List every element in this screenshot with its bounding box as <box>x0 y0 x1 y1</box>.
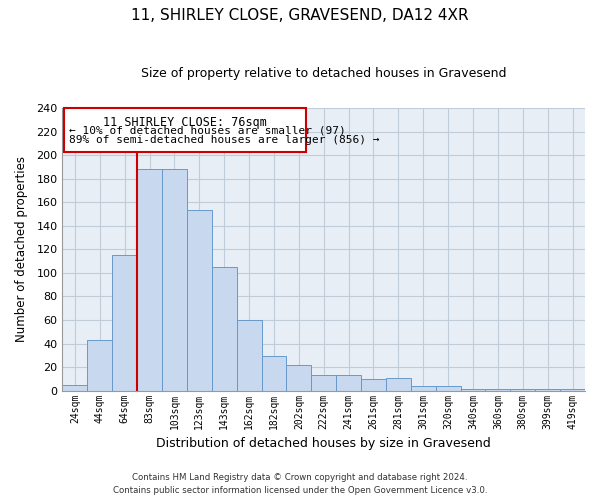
Title: Size of property relative to detached houses in Gravesend: Size of property relative to detached ho… <box>141 68 506 80</box>
Text: 11 SHIRLEY CLOSE: 76sqm: 11 SHIRLEY CLOSE: 76sqm <box>103 116 267 130</box>
Bar <box>262 356 286 390</box>
Text: 11, SHIRLEY CLOSE, GRAVESEND, DA12 4XR: 11, SHIRLEY CLOSE, GRAVESEND, DA12 4XR <box>131 8 469 22</box>
Bar <box>311 376 336 390</box>
Bar <box>137 170 162 390</box>
Bar <box>88 340 112 390</box>
Bar <box>361 379 386 390</box>
Bar <box>112 255 137 390</box>
Bar <box>436 386 461 390</box>
Bar <box>411 386 436 390</box>
Bar <box>212 267 236 390</box>
Text: Contains HM Land Registry data © Crown copyright and database right 2024.
Contai: Contains HM Land Registry data © Crown c… <box>113 474 487 495</box>
FancyBboxPatch shape <box>64 108 307 152</box>
Bar <box>187 210 212 390</box>
Y-axis label: Number of detached properties: Number of detached properties <box>15 156 28 342</box>
Bar <box>236 320 262 390</box>
Bar <box>336 376 361 390</box>
Bar <box>286 364 311 390</box>
Text: ← 10% of detached houses are smaller (97): ← 10% of detached houses are smaller (97… <box>68 126 346 136</box>
Bar <box>386 378 411 390</box>
Text: 89% of semi-detached houses are larger (856) →: 89% of semi-detached houses are larger (… <box>68 135 379 145</box>
Bar <box>62 385 88 390</box>
Bar <box>162 170 187 390</box>
X-axis label: Distribution of detached houses by size in Gravesend: Distribution of detached houses by size … <box>157 437 491 450</box>
